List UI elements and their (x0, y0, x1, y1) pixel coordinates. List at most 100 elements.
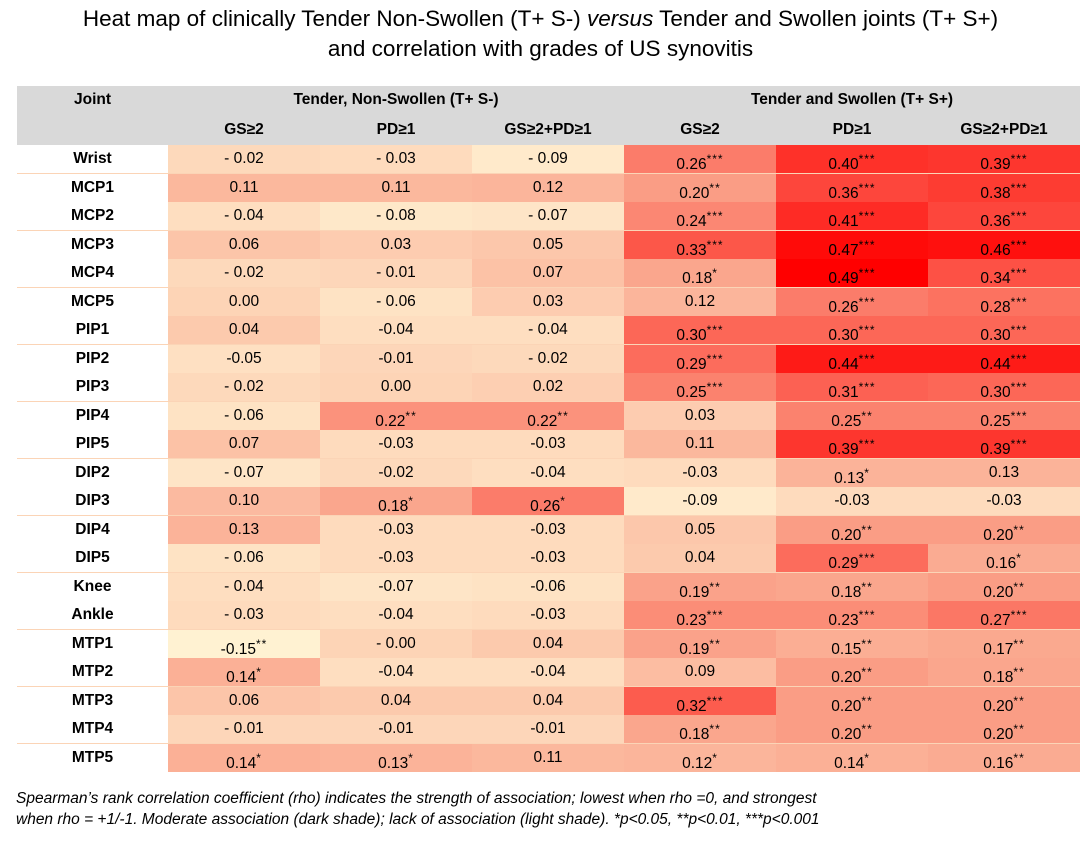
joint-label-mcp1: MCP1 (17, 173, 168, 202)
footnote-line-2: when rho = +1/-1. Moderate association (… (16, 811, 820, 828)
joint-label-pip1: PIP1 (17, 316, 168, 344)
cell-value: 0.20 (983, 583, 1014, 601)
joint-label-wrist: Wrist (17, 145, 168, 173)
cell-value: 0.14 (834, 754, 865, 772)
heatmap-cell: 0.12* (624, 743, 776, 772)
cell-value: 0.18 (831, 583, 862, 601)
cell-value: -0.04 (530, 463, 566, 481)
cell-value: 0.00 (228, 292, 260, 310)
cell-value: - 0.07 (224, 463, 264, 481)
significance-stars: * (560, 494, 566, 508)
joint-label-mcp5: MCP5 (17, 287, 168, 316)
cell-value: - 0.00 (376, 634, 416, 652)
heatmap-cell: -0.03 (472, 544, 624, 572)
significance-stars: ** (1013, 579, 1025, 594)
heatmap-cell: -0.05 (168, 344, 320, 373)
heatmap-cell: 0.19** (624, 629, 776, 658)
cell-value: 0.26 (676, 156, 707, 173)
significance-stars: * (1016, 551, 1022, 565)
heatmap-cell: 0.22** (472, 401, 624, 430)
cell-value: 0.29 (676, 355, 707, 373)
cell-value: 0.12 (682, 754, 713, 772)
heatmap-cell: 0.22** (320, 401, 472, 430)
joint-label-dip2: DIP2 (17, 458, 168, 487)
heatmap-cell: 0.23*** (624, 601, 776, 629)
cell-value: - 0.09 (528, 150, 568, 167)
cell-value: - 0.08 (376, 207, 416, 224)
cell-value: -0.03 (530, 520, 566, 538)
cell-value: -0.05 (226, 349, 262, 367)
significance-stars: * (256, 750, 262, 765)
significance-stars: *** (858, 152, 876, 166)
cell-value: -0.15 (220, 640, 256, 658)
heatmap-cell: 0.04 (472, 629, 624, 658)
cell-value: 0.30 (828, 327, 859, 344)
cell-value: - 0.04 (224, 577, 264, 595)
significance-stars: *** (858, 237, 876, 252)
joint-label-pip3: PIP3 (17, 373, 168, 401)
cell-value: 0.17 (983, 640, 1014, 658)
heatmap-cell: 0.09 (624, 658, 776, 686)
joint-label-mtp1: MTP1 (17, 629, 168, 658)
heatmap-cell: 0.40*** (776, 145, 928, 173)
heatmap-cell: 0.30*** (928, 373, 1080, 401)
cell-value: 0.03 (380, 235, 412, 253)
significance-stars: ** (256, 636, 268, 651)
table-header (17, 86, 1080, 145)
significance-stars: *** (706, 608, 724, 622)
significance-stars: ** (709, 579, 721, 594)
cell-value: 0.20 (831, 526, 862, 544)
heatmap-cell: 0.25*** (928, 401, 1080, 430)
cell-value: 0.11 (533, 748, 563, 766)
joint-label-mtp2: MTP2 (17, 658, 168, 686)
cell-value: 0.18 (679, 726, 710, 743)
cell-value: 0.30 (676, 327, 707, 344)
heatmap-cell: - 0.06 (168, 544, 320, 572)
cell-value: 0.31 (828, 384, 859, 401)
cell-value: 0.20 (679, 184, 710, 202)
heatmap-cell: 0.03 (320, 230, 472, 259)
significance-stars: *** (1010, 380, 1028, 394)
cell-value: 0.27 (980, 612, 1011, 629)
significance-stars: *** (706, 693, 724, 708)
subheader-col-5: PD≥1 (832, 121, 872, 138)
cell-value: -0.04 (378, 663, 414, 680)
cell-value: - 0.02 (224, 150, 264, 167)
joint-label-mtp5: MTP5 (17, 743, 168, 772)
significance-stars: *** (1010, 608, 1028, 622)
joint-label-pip4: PIP4 (17, 401, 168, 430)
heatmap-cell: - 0.06 (320, 287, 472, 316)
heatmap-cell: - 0.00 (320, 629, 472, 658)
heatmap-cell: 0.20** (776, 515, 928, 544)
subheader-col-2: PD≥1 (376, 121, 416, 138)
heatmap-cell: - 0.07 (472, 202, 624, 230)
heatmap-cell: 0.18* (320, 487, 472, 515)
heatmap-cell: 0.05 (624, 515, 776, 544)
subheader-col-4: GS≥2 (680, 121, 720, 138)
cell-value: 0.25 (676, 384, 707, 401)
cell-value: - 0.02 (224, 264, 264, 281)
heatmap-cell: 0.39*** (928, 430, 1080, 458)
significance-stars: ** (1013, 665, 1025, 679)
cell-value: 0.04 (532, 691, 564, 709)
cell-value: 0.03 (684, 406, 716, 424)
heatmap-cell: 0.49*** (776, 259, 928, 287)
heatmap-cell: - 0.02 (168, 373, 320, 401)
cell-value: 0.22 (375, 412, 406, 430)
cell-value: 0.20 (983, 697, 1014, 715)
cell-value: 0.10 (228, 492, 260, 509)
significance-stars: *** (706, 237, 724, 252)
heatmap-cell: 0.13* (320, 743, 472, 772)
heatmap-cell: 0.12 (472, 173, 624, 202)
heatmap-cell: 0.13* (776, 458, 928, 487)
cell-value: 0.04 (684, 549, 716, 566)
cell-value: 0.23 (676, 612, 707, 629)
heatmap-cell: -0.03 (320, 544, 472, 572)
heatmap-cell: 0.20** (776, 658, 928, 686)
heatmap-cell: -0.15** (168, 629, 320, 658)
heatmap-cell: 0.16** (928, 743, 1080, 772)
heatmap-cell: 0.14* (168, 658, 320, 686)
significance-stars: *** (706, 152, 724, 166)
cell-value: 0.20 (831, 669, 862, 686)
significance-stars: * (712, 266, 718, 280)
